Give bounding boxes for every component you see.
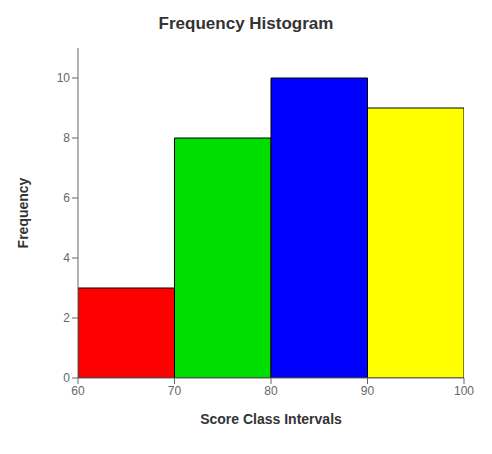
svg-text:10: 10 [57, 71, 71, 85]
svg-text:4: 4 [63, 251, 70, 265]
html-text:Frequency Histogram: Frequency Histogram [158, 14, 334, 33]
svg-text:2: 2 [63, 311, 70, 325]
svg-text:Frequency: Frequency [15, 177, 31, 248]
svg-text:80: 80 [264, 384, 278, 398]
svg-text:Score Class Intervals: Score Class Intervals [200, 411, 342, 427]
svg-text:60: 60 [71, 384, 85, 398]
svg-text:90: 90 [361, 384, 375, 398]
svg-text:100: 100 [454, 384, 474, 398]
svg-text:8: 8 [63, 131, 70, 145]
svg-text:70: 70 [168, 384, 182, 398]
svg-text:6: 6 [63, 191, 70, 205]
svg-text:0: 0 [63, 371, 70, 385]
